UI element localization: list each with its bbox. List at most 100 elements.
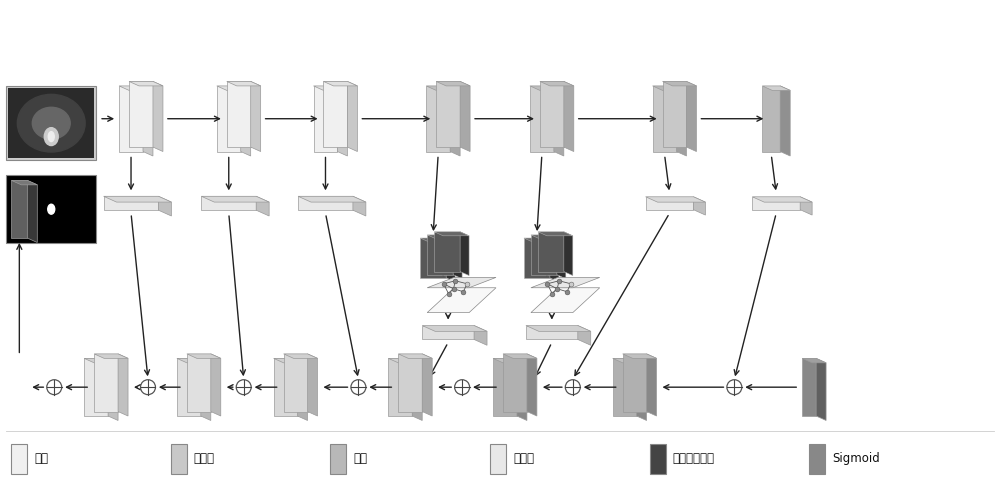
Polygon shape <box>530 86 554 152</box>
Polygon shape <box>187 354 211 411</box>
Polygon shape <box>436 81 470 86</box>
Text: 池化: 池化 <box>353 452 367 465</box>
Polygon shape <box>284 354 318 358</box>
Polygon shape <box>108 358 118 421</box>
Polygon shape <box>129 81 153 147</box>
Polygon shape <box>427 277 496 288</box>
Polygon shape <box>434 232 460 271</box>
Text: Sigmoid: Sigmoid <box>832 452 880 465</box>
Polygon shape <box>677 86 686 156</box>
Circle shape <box>236 380 251 395</box>
Polygon shape <box>623 354 657 358</box>
Polygon shape <box>564 81 574 152</box>
Text: 上采样: 上采样 <box>513 452 534 465</box>
Bar <box>809 444 825 474</box>
Polygon shape <box>613 358 637 416</box>
Bar <box>6 175 96 243</box>
Polygon shape <box>227 81 261 86</box>
Polygon shape <box>554 86 564 156</box>
Polygon shape <box>526 325 578 340</box>
Polygon shape <box>143 86 153 156</box>
Polygon shape <box>802 358 816 416</box>
Polygon shape <box>503 354 527 411</box>
Polygon shape <box>308 354 318 416</box>
Polygon shape <box>11 181 27 238</box>
Polygon shape <box>274 358 298 416</box>
Ellipse shape <box>44 128 58 145</box>
Text: 卷积: 卷积 <box>34 452 48 465</box>
Polygon shape <box>816 358 826 421</box>
Polygon shape <box>538 232 564 271</box>
Polygon shape <box>557 235 566 279</box>
Polygon shape <box>298 196 353 210</box>
Polygon shape <box>422 325 487 331</box>
Polygon shape <box>503 354 537 358</box>
Polygon shape <box>104 196 171 202</box>
Polygon shape <box>84 358 108 416</box>
Circle shape <box>47 380 62 395</box>
Polygon shape <box>422 354 432 416</box>
Polygon shape <box>187 354 221 358</box>
Bar <box>11 444 27 474</box>
Polygon shape <box>474 325 487 346</box>
Polygon shape <box>422 325 474 340</box>
Polygon shape <box>530 86 564 90</box>
Polygon shape <box>298 196 366 202</box>
Polygon shape <box>460 232 469 276</box>
Polygon shape <box>460 81 470 152</box>
Polygon shape <box>493 358 517 416</box>
Polygon shape <box>426 86 460 90</box>
Polygon shape <box>663 81 696 86</box>
Bar <box>650 444 666 474</box>
Circle shape <box>455 380 470 395</box>
Polygon shape <box>201 358 211 421</box>
Polygon shape <box>531 277 600 288</box>
Polygon shape <box>531 235 566 239</box>
Polygon shape <box>653 86 677 152</box>
Polygon shape <box>177 358 201 416</box>
Polygon shape <box>526 325 591 331</box>
Polygon shape <box>693 197 705 215</box>
Polygon shape <box>27 181 37 243</box>
Polygon shape <box>752 197 812 202</box>
Polygon shape <box>646 197 693 210</box>
Polygon shape <box>201 196 269 202</box>
Polygon shape <box>119 86 143 152</box>
Polygon shape <box>256 196 269 216</box>
Polygon shape <box>780 86 790 156</box>
Polygon shape <box>337 86 347 156</box>
Circle shape <box>351 380 366 395</box>
Polygon shape <box>493 358 527 363</box>
Polygon shape <box>412 358 422 421</box>
Polygon shape <box>524 238 559 242</box>
Polygon shape <box>129 81 163 86</box>
Polygon shape <box>104 196 158 210</box>
Polygon shape <box>802 358 826 363</box>
Polygon shape <box>453 235 462 279</box>
Polygon shape <box>531 288 600 313</box>
Polygon shape <box>298 358 308 421</box>
Polygon shape <box>613 358 647 363</box>
Polygon shape <box>663 81 686 147</box>
Polygon shape <box>158 196 171 216</box>
Polygon shape <box>201 196 256 210</box>
Polygon shape <box>637 358 647 421</box>
Polygon shape <box>538 232 573 236</box>
Polygon shape <box>353 196 366 216</box>
Polygon shape <box>323 81 357 86</box>
Polygon shape <box>762 86 780 152</box>
Polygon shape <box>119 86 153 90</box>
Circle shape <box>727 380 742 395</box>
Polygon shape <box>84 358 118 363</box>
Polygon shape <box>540 81 574 86</box>
Bar <box>8 88 94 159</box>
Polygon shape <box>426 86 450 152</box>
Bar <box>490 444 506 474</box>
Polygon shape <box>398 354 422 411</box>
Polygon shape <box>450 86 460 156</box>
Polygon shape <box>388 358 422 363</box>
Polygon shape <box>211 354 221 416</box>
Ellipse shape <box>48 132 54 142</box>
Polygon shape <box>420 238 455 242</box>
Ellipse shape <box>48 204 55 214</box>
